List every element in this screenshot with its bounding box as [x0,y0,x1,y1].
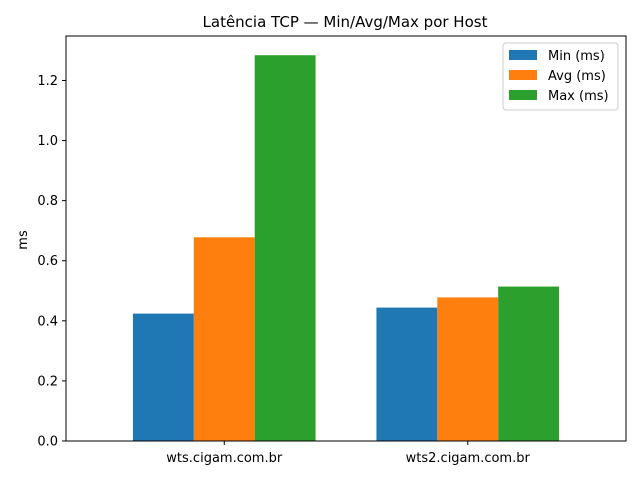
legend-label-2: Avg (ms) [548,69,606,84]
y-axis-label: ms [16,230,31,250]
y-tick-label: 1.2 [37,74,58,89]
legend-label-3: Max (ms) [548,89,609,104]
bar-2-2 [437,297,499,441]
bar-1-2 [376,307,438,441]
y-tick-label: 0.2 [37,374,58,389]
legend-swatch-3 [509,90,537,100]
bar-2-1 [193,237,255,441]
y-tick-label: 1.0 [37,134,58,149]
legend-swatch-1 [509,50,537,60]
chart-title: Latência TCP — Min/Avg/Max por Host [203,13,488,31]
plot-frame [65,35,627,442]
bar-3-1 [254,55,316,441]
y-tick-label: 0.4 [37,314,58,329]
bar-3-2 [498,286,560,441]
bar-1-1 [132,313,194,441]
y-tick-label: 0.8 [37,194,58,209]
y-tick-label: 0.6 [37,254,58,269]
bars-layer [132,55,560,441]
ticks-layer: wts.cigam.com.br wts2.cigam.com.br 0.0 0.2 0… [37,74,530,466]
legend: Min (ms) Avg (ms) Max (ms) [502,42,619,111]
y-tick-label: 0.0 [37,435,58,450]
legend-label-1: Min (ms) [548,49,605,64]
x-tick-label: wts2.cigam.com.br [406,451,531,466]
legend-swatch-2 [509,70,537,80]
x-tick-label: wts.cigam.com.br [166,451,283,466]
